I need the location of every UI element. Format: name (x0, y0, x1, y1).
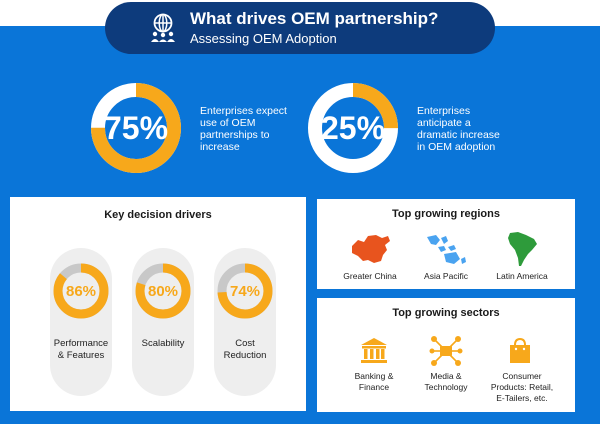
driver-label: Cost Reduction (223, 338, 267, 361)
driver-ring-scalability: 80% (134, 262, 192, 320)
regions-title: Top growing regions (392, 208, 500, 220)
sectors-title: Top growing sectors (392, 307, 500, 319)
driver-pill (214, 248, 276, 396)
driver-ring-cost: 74% (216, 262, 274, 320)
media-network-icon (429, 334, 463, 368)
driver-pill (50, 248, 112, 396)
asia-pacific-map-icon (424, 232, 468, 266)
sector-label: Banking & Finance (354, 371, 394, 392)
latin-america-map-icon (504, 230, 540, 268)
driver-value: 86% (65, 282, 97, 300)
globe-people-icon (148, 12, 178, 42)
stat-ring-25: 25% (306, 81, 400, 175)
shopping-bag-icon (505, 336, 535, 366)
stat-description: Enterprises anticipate a dramatic increase… (417, 105, 500, 153)
driver-label: Scalability (141, 338, 185, 349)
driver-value: 80% (147, 282, 179, 300)
drivers-title: Key decision drivers (104, 209, 212, 221)
driver-value: 74% (229, 282, 261, 300)
stat-description: Enterprises expect use of OEM partnerships… (200, 105, 287, 153)
driver-ring-performance: 86% (52, 262, 110, 320)
sector-label: Media & Technology (424, 371, 468, 392)
stat-value: 25% (320, 109, 386, 146)
page-title: What drives OEM partnership? (190, 9, 439, 28)
stat-ring-75: 75% (89, 81, 183, 175)
china-map-icon (348, 232, 392, 266)
region-label: Greater China (343, 271, 397, 281)
bank-icon (359, 336, 389, 366)
region-label: Latin America (496, 271, 548, 281)
sector-label: Consumer Products: Retail, E-Tailers, etc. (490, 371, 554, 403)
page-subtitle: Assessing OEM Adoption (190, 31, 337, 46)
stat-value: 75% (103, 109, 169, 146)
driver-label: Performance & Features (53, 338, 109, 361)
region-label: Asia Pacific (424, 271, 468, 281)
driver-pill (132, 248, 194, 396)
